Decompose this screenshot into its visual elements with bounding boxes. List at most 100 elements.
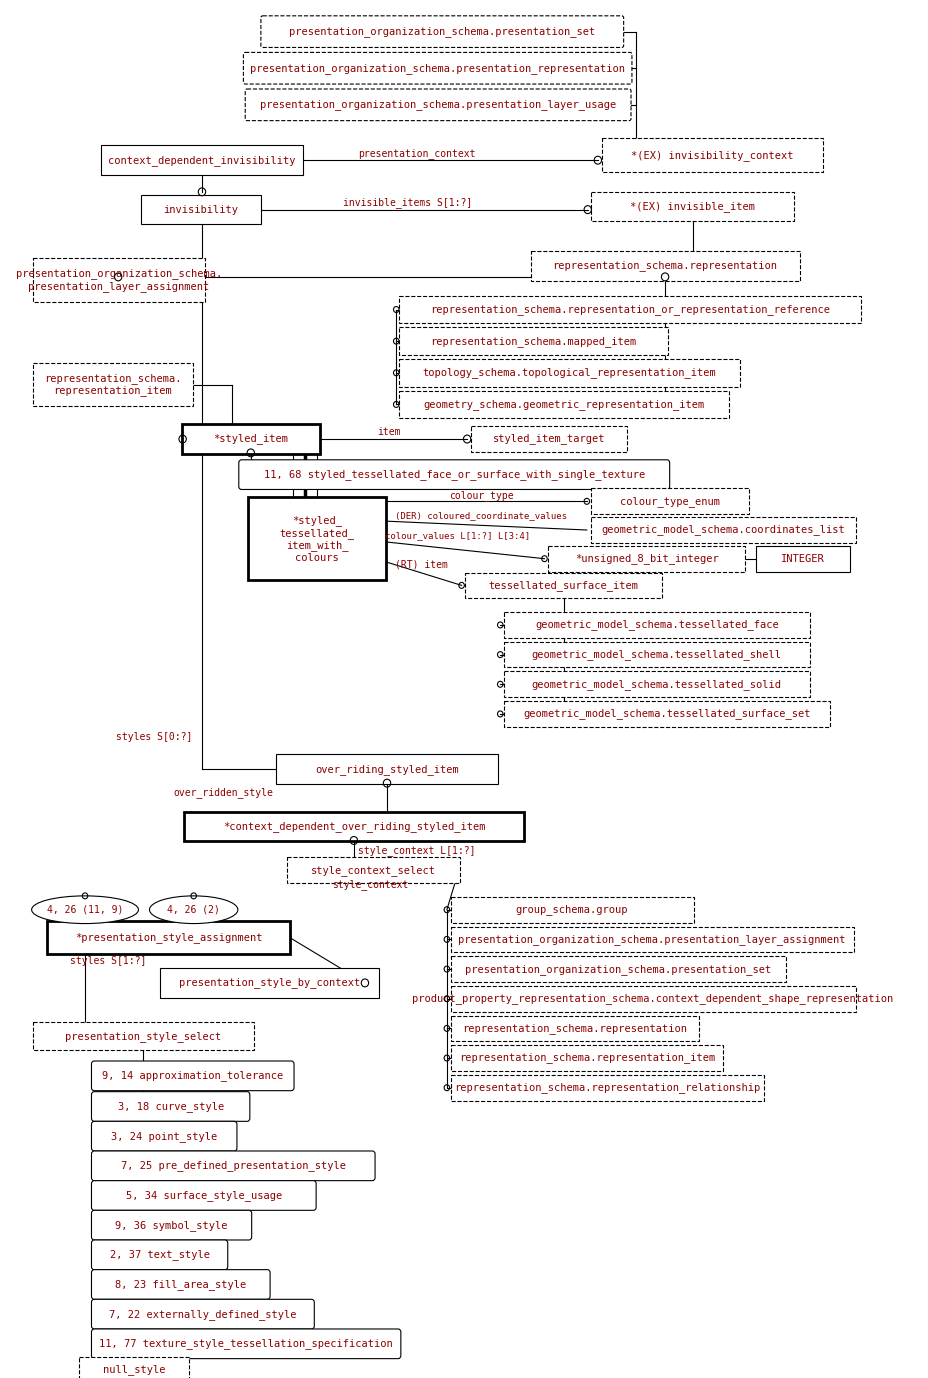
FancyBboxPatch shape: [91, 1061, 294, 1090]
Text: colour_type: colour_type: [448, 491, 512, 500]
FancyBboxPatch shape: [548, 546, 744, 572]
Text: presentation_organization_schema.presentation_set: presentation_organization_schema.present…: [465, 963, 770, 974]
Text: geometric_model_schema.coordinates_list: geometric_model_schema.coordinates_list: [600, 525, 844, 536]
FancyBboxPatch shape: [503, 701, 829, 726]
Text: topology_schema.topological_representation_item: topology_schema.topological_representati…: [422, 368, 715, 378]
FancyBboxPatch shape: [398, 358, 739, 387]
Text: INTEGER: INTEGER: [780, 554, 824, 564]
Ellipse shape: [149, 896, 238, 923]
Text: *styled_item: *styled_item: [213, 434, 288, 445]
FancyBboxPatch shape: [470, 426, 626, 452]
Text: style_context L[1:?]: style_context L[1:?]: [357, 845, 475, 856]
FancyBboxPatch shape: [91, 1328, 400, 1359]
FancyBboxPatch shape: [91, 1299, 314, 1328]
Text: styles S[0:?]: styles S[0:?]: [116, 732, 192, 741]
FancyBboxPatch shape: [261, 15, 623, 47]
FancyBboxPatch shape: [450, 1016, 699, 1042]
FancyBboxPatch shape: [591, 192, 793, 222]
FancyBboxPatch shape: [450, 926, 853, 952]
Text: over_ridden_style: over_ridden_style: [173, 787, 273, 798]
Text: over_riding_styled_item: over_riding_styled_item: [315, 763, 458, 774]
Text: *(EX) invisibility_context: *(EX) invisibility_context: [630, 150, 793, 161]
FancyBboxPatch shape: [450, 897, 693, 923]
FancyBboxPatch shape: [450, 985, 855, 1011]
FancyBboxPatch shape: [100, 145, 303, 175]
FancyBboxPatch shape: [79, 1357, 189, 1378]
Text: representation_schema.representation_relationship: representation_schema.representation_rel…: [454, 1082, 759, 1093]
Text: 7, 22 externally_defined_style: 7, 22 externally_defined_style: [109, 1309, 296, 1320]
Text: 3, 18 curve_style: 3, 18 curve_style: [118, 1101, 224, 1112]
FancyBboxPatch shape: [450, 956, 785, 983]
Text: *presentation_style_assignment: *presentation_style_assignment: [75, 932, 263, 943]
FancyBboxPatch shape: [91, 1151, 375, 1181]
Text: geometric_model_schema.tessellated_shell: geometric_model_schema.tessellated_shell: [531, 649, 781, 660]
Text: group_schema.group: group_schema.group: [515, 904, 627, 915]
Text: geometric_model_schema.tessellated_surface_set: geometric_model_schema.tessellated_surfa…: [522, 708, 810, 719]
Text: invisible_items S[1:?]: invisible_items S[1:?]: [342, 197, 471, 208]
FancyBboxPatch shape: [91, 1122, 237, 1151]
FancyBboxPatch shape: [398, 296, 860, 324]
FancyBboxPatch shape: [530, 251, 799, 281]
FancyBboxPatch shape: [47, 921, 290, 954]
Text: geometry_schema.geometric_representation_item: geometry_schema.geometric_representation…: [423, 400, 703, 409]
Text: *context_dependent_over_riding_styled_item: *context_dependent_over_riding_styled_it…: [223, 821, 484, 832]
Text: presentation_organization_schema.
presentation_layer_assignment: presentation_organization_schema. presen…: [16, 269, 222, 292]
Text: representation_schema.representation_item: representation_schema.representation_ite…: [458, 1053, 715, 1064]
Text: 2, 37 text_style: 2, 37 text_style: [110, 1250, 210, 1261]
Text: representation_schema.representation: representation_schema.representation: [552, 260, 777, 271]
Text: tessellated_surface_item: tessellated_surface_item: [488, 580, 638, 591]
Text: *(EX) invisible_item: *(EX) invisible_item: [629, 201, 754, 212]
Ellipse shape: [32, 896, 138, 923]
FancyBboxPatch shape: [276, 755, 498, 784]
Text: presentation_organization_schema.presentation_set: presentation_organization_schema.present…: [289, 26, 595, 37]
FancyBboxPatch shape: [398, 328, 667, 356]
Text: colour_values L[1:?] L[3:4]: colour_values L[1:?] L[3:4]: [385, 532, 530, 540]
Text: presentation_context: presentation_context: [357, 147, 475, 158]
FancyBboxPatch shape: [248, 497, 386, 580]
FancyBboxPatch shape: [503, 642, 809, 667]
FancyBboxPatch shape: [450, 1075, 763, 1101]
Text: *styled_
tessellated_
item_with_
colours: *styled_ tessellated_ item_with_ colours: [279, 515, 354, 562]
Text: 4, 26 (11, 9): 4, 26 (11, 9): [46, 905, 123, 915]
FancyBboxPatch shape: [450, 1045, 722, 1071]
FancyBboxPatch shape: [465, 572, 662, 598]
FancyBboxPatch shape: [141, 194, 261, 225]
Text: presentation_organization_schema.presentation_layer_usage: presentation_organization_schema.present…: [260, 99, 615, 110]
Text: representation_schema.mapped_item: representation_schema.mapped_item: [430, 336, 636, 347]
Text: 5, 34 surface_style_usage: 5, 34 surface_style_usage: [125, 1191, 281, 1202]
Text: geometric_model_schema.tessellated_face: geometric_model_schema.tessellated_face: [535, 620, 778, 630]
Text: null_style: null_style: [102, 1364, 165, 1375]
FancyBboxPatch shape: [238, 460, 669, 489]
FancyBboxPatch shape: [590, 488, 748, 514]
Text: 4, 26 (2): 4, 26 (2): [167, 905, 220, 915]
Text: 9, 36 symbol_style: 9, 36 symbol_style: [115, 1220, 227, 1231]
FancyBboxPatch shape: [91, 1091, 250, 1122]
Text: colour_type_enum: colour_type_enum: [619, 496, 719, 507]
Text: representation_schema.representation: representation_schema.representation: [462, 1022, 687, 1034]
Text: 3, 24 point_style: 3, 24 point_style: [111, 1131, 217, 1141]
FancyBboxPatch shape: [503, 671, 809, 697]
FancyBboxPatch shape: [32, 362, 192, 407]
FancyBboxPatch shape: [590, 517, 855, 543]
FancyBboxPatch shape: [287, 857, 459, 883]
FancyBboxPatch shape: [503, 612, 809, 638]
Text: context_dependent_invisibility: context_dependent_invisibility: [108, 154, 295, 165]
Text: invisibility: invisibility: [163, 204, 238, 215]
Text: representation_schema.
representation_item: representation_schema. representation_it…: [44, 373, 181, 397]
Text: 9, 14 approximation_tolerance: 9, 14 approximation_tolerance: [102, 1071, 283, 1082]
FancyBboxPatch shape: [755, 546, 849, 572]
Text: (RT) item: (RT) item: [394, 559, 447, 569]
FancyBboxPatch shape: [182, 424, 319, 453]
FancyBboxPatch shape: [245, 90, 630, 121]
Text: 11, 68 styled_tessellated_face_or_surface_with_single_texture: 11, 68 styled_tessellated_face_or_surfac…: [264, 469, 644, 480]
FancyBboxPatch shape: [32, 1022, 253, 1050]
FancyBboxPatch shape: [243, 52, 631, 84]
FancyBboxPatch shape: [91, 1210, 251, 1240]
Text: style_context: style_context: [332, 879, 408, 890]
Text: presentation_style_by_context: presentation_style_by_context: [178, 977, 359, 988]
FancyBboxPatch shape: [160, 969, 379, 998]
FancyBboxPatch shape: [398, 390, 728, 419]
FancyBboxPatch shape: [91, 1269, 270, 1299]
FancyBboxPatch shape: [32, 258, 204, 302]
Text: product_property_representation_schema.context_dependent_shape_representation: product_property_representation_schema.c…: [412, 994, 893, 1005]
